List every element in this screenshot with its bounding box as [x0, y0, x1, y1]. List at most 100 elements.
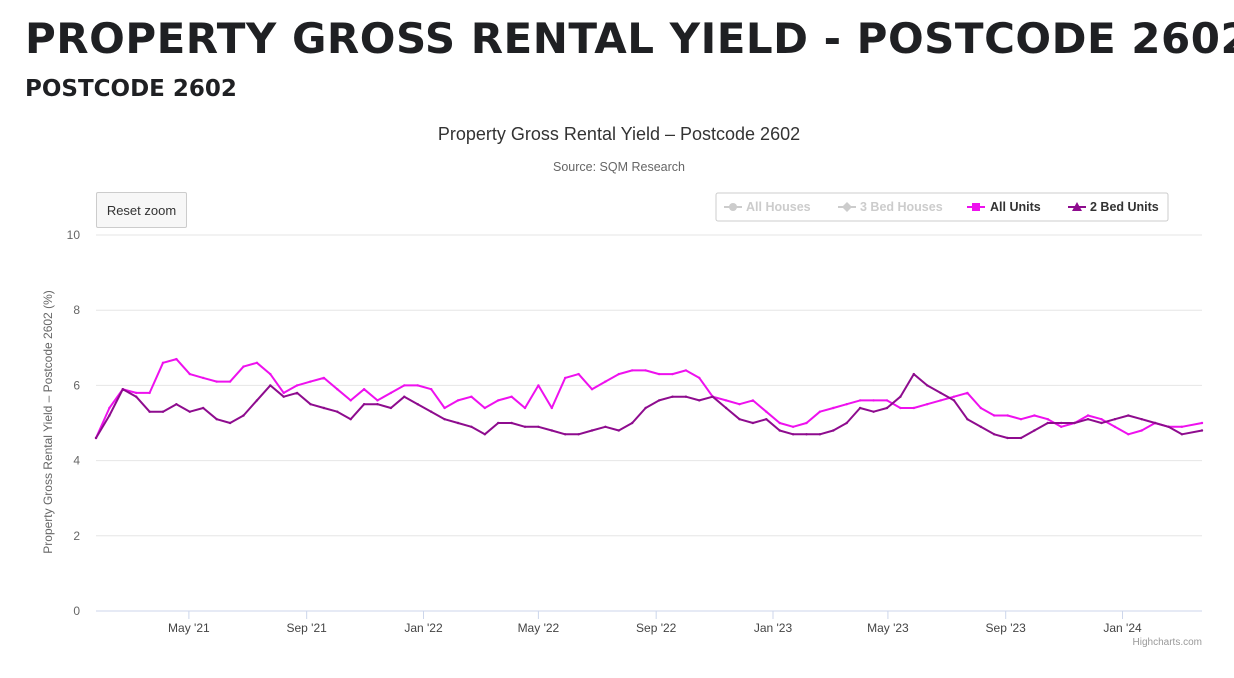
data-point-2-bed-units-39[interactable] — [617, 429, 620, 432]
data-point-2-bed-units-66[interactable] — [979, 425, 982, 428]
data-point-2-bed-units-18[interactable] — [336, 410, 339, 413]
data-point-2-bed-units-30[interactable] — [497, 421, 500, 425]
data-point-all-units-7[interactable] — [188, 372, 191, 376]
data-point-all-units-56[interactable] — [845, 403, 848, 406]
data-point-all-units-70[interactable] — [1033, 414, 1036, 417]
data-point-all-units-74[interactable] — [1086, 414, 1090, 417]
data-point-2-bed-units-54[interactable] — [818, 433, 822, 436]
data-point-2-bed-units-64[interactable] — [952, 399, 956, 402]
data-point-all-units-8[interactable] — [202, 376, 205, 380]
data-point-all-units-52[interactable] — [791, 425, 795, 428]
data-point-2-bed-units-25[interactable] — [430, 410, 433, 413]
data-point-all-units-23[interactable] — [403, 384, 406, 387]
data-point-all-units-37[interactable] — [590, 388, 594, 391]
data-point-2-bed-units-3[interactable] — [135, 395, 138, 398]
series-2-bed-units[interactable] — [94, 372, 1204, 440]
data-point-all-units-60[interactable] — [899, 406, 902, 410]
data-point-all-units-58[interactable] — [872, 399, 875, 402]
data-point-2-bed-units-80[interactable] — [1167, 425, 1170, 428]
data-point-all-units-81[interactable] — [1180, 425, 1184, 428]
legend-item-all-units[interactable]: All Units — [967, 200, 1041, 214]
data-point-all-units-75[interactable] — [1100, 418, 1103, 421]
data-point-2-bed-units-76[interactable] — [1113, 418, 1117, 421]
data-point-all-units-76[interactable] — [1113, 425, 1117, 428]
data-point-all-units-40[interactable] — [631, 369, 634, 372]
data-point-all-units-33[interactable] — [537, 384, 540, 387]
data-point-all-units-30[interactable] — [497, 399, 500, 402]
data-point-all-units-77[interactable] — [1127, 433, 1130, 436]
data-point-2-bed-units-65[interactable] — [966, 418, 969, 421]
data-point-all-units-47[interactable] — [724, 399, 728, 402]
data-point-2-bed-units-77[interactable] — [1127, 414, 1130, 417]
data-point-2-bed-units-32[interactable] — [523, 425, 527, 428]
data-point-all-units-13[interactable] — [269, 372, 272, 376]
data-point-all-units-9[interactable] — [215, 380, 218, 383]
data-point-2-bed-units-19[interactable] — [349, 418, 352, 421]
data-point-2-bed-units-74[interactable] — [1086, 418, 1090, 421]
data-point-all-units-26[interactable] — [443, 406, 446, 410]
data-point-all-units-78[interactable] — [1140, 429, 1143, 432]
reset-zoom-button[interactable]: Reset zoom — [96, 192, 187, 228]
data-point-2-bed-units-0[interactable] — [94, 436, 98, 440]
chart-credits[interactable]: Highcharts.com — [1133, 637, 1202, 648]
data-point-all-units-29[interactable] — [483, 406, 486, 410]
legend-item-2-bed-units[interactable]: 2 Bed Units — [1068, 200, 1159, 214]
data-point-2-bed-units-12[interactable] — [255, 399, 259, 402]
data-point-2-bed-units-50[interactable] — [765, 418, 768, 421]
data-point-2-bed-units-55[interactable] — [832, 429, 835, 432]
data-point-2-bed-units-10[interactable] — [228, 421, 232, 425]
data-point-2-bed-units-57[interactable] — [858, 406, 862, 410]
data-point-2-bed-units-70[interactable] — [1033, 429, 1036, 432]
data-point-2-bed-units-78[interactable] — [1140, 418, 1143, 421]
data-point-2-bed-units-75[interactable] — [1100, 421, 1103, 425]
data-point-2-bed-units-73[interactable] — [1073, 421, 1076, 425]
data-point-2-bed-units-52[interactable] — [791, 433, 795, 436]
data-point-2-bed-units-31[interactable] — [510, 421, 513, 425]
series-line-2-bed-units[interactable] — [95, 373, 1203, 439]
data-point-all-units-25[interactable] — [430, 388, 433, 391]
data-point-all-units-48[interactable] — [738, 403, 741, 406]
data-point-2-bed-units-61[interactable] — [912, 372, 915, 376]
data-point-2-bed-units-48[interactable] — [738, 418, 741, 421]
data-point-all-units-36[interactable] — [577, 372, 580, 376]
data-point-all-units-5[interactable] — [161, 361, 165, 364]
data-point-all-units-49[interactable] — [751, 399, 755, 402]
data-point-2-bed-units-15[interactable] — [295, 391, 299, 395]
data-point-all-units-6[interactable] — [175, 357, 178, 361]
data-point-all-units-11[interactable] — [242, 365, 245, 368]
data-point-2-bed-units-37[interactable] — [590, 429, 594, 432]
data-point-2-bed-units-53[interactable] — [805, 433, 808, 436]
data-point-2-bed-units-27[interactable] — [456, 421, 460, 425]
data-point-all-units-4[interactable] — [148, 391, 151, 395]
data-point-2-bed-units-6[interactable] — [175, 403, 178, 406]
data-point-all-units-51[interactable] — [778, 421, 781, 425]
data-point-all-units-67[interactable] — [993, 414, 996, 417]
data-point-2-bed-units-72[interactable] — [1060, 421, 1063, 425]
data-point-all-units-32[interactable] — [523, 406, 527, 410]
data-point-all-units-34[interactable] — [550, 406, 553, 410]
data-point-2-bed-units-43[interactable] — [671, 395, 674, 398]
data-point-all-units-64[interactable] — [952, 395, 956, 398]
data-point-2-bed-units-26[interactable] — [443, 418, 446, 421]
data-point-all-units-59[interactable] — [885, 399, 889, 402]
data-point-all-units-57[interactable] — [858, 399, 862, 402]
data-point-all-units-18[interactable] — [336, 388, 339, 391]
data-point-all-units-22[interactable] — [389, 391, 393, 395]
data-point-2-bed-units-44[interactable] — [684, 395, 688, 398]
data-point-all-units-63[interactable] — [939, 399, 942, 402]
data-point-all-units-62[interactable] — [926, 403, 929, 406]
data-point-2-bed-units-17[interactable] — [322, 406, 326, 410]
data-point-2-bed-units-8[interactable] — [202, 406, 205, 410]
data-point-2-bed-units-41[interactable] — [644, 406, 647, 410]
data-point-all-units-1[interactable] — [108, 406, 111, 410]
data-point-all-units-28[interactable] — [470, 395, 473, 398]
data-point-2-bed-units-2[interactable] — [121, 388, 125, 391]
data-point-2-bed-units-56[interactable] — [845, 421, 848, 425]
data-point-2-bed-units-28[interactable] — [470, 425, 473, 428]
data-point-2-bed-units-11[interactable] — [242, 414, 245, 417]
data-point-all-units-3[interactable] — [135, 391, 138, 395]
data-point-2-bed-units-51[interactable] — [778, 429, 781, 432]
data-point-all-units-71[interactable] — [1046, 418, 1050, 421]
data-point-all-units-61[interactable] — [912, 406, 915, 410]
data-point-2-bed-units-4[interactable] — [148, 410, 151, 413]
